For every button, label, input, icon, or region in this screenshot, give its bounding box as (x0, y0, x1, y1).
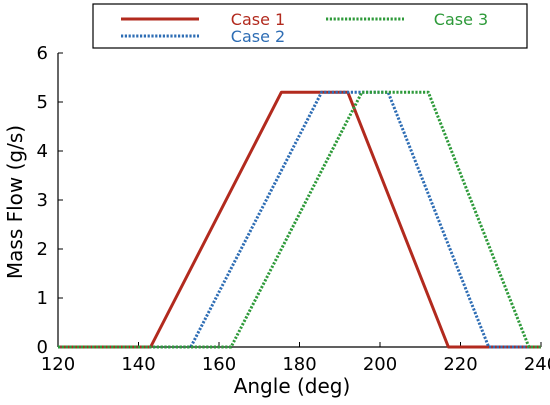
y-tick-label: 6 (37, 43, 48, 64)
y-tick-label: 3 (37, 190, 48, 211)
legend-label-case-2: Case 2 (231, 27, 285, 46)
y-tick-label: 2 (37, 239, 48, 260)
series-line-case-2 (58, 90, 541, 349)
x-tick-label: 140 (121, 354, 155, 375)
x-tick-label: 120 (41, 354, 75, 375)
y-tick-label: 0 (37, 337, 48, 358)
y-tick-label: 5 (37, 92, 48, 113)
legend-box (92, 3, 528, 49)
y-axis-label: Mass Flow (g/s) (3, 125, 27, 279)
series-layer (58, 90, 541, 349)
x-tick-label: 240 (524, 354, 550, 375)
x-tick-label: 200 (363, 354, 397, 375)
y-tick-label: 1 (37, 288, 48, 309)
series-line-case-3 (58, 90, 541, 349)
legend-label-case-3: Case 3 (434, 10, 488, 29)
x-tick-label: 160 (202, 354, 236, 375)
x-tick-label: 220 (443, 354, 477, 375)
series-line-case-1 (58, 90, 541, 349)
x-axis-label: Angle (deg) (234, 374, 351, 398)
legend-label-case-1: Case 1 (231, 10, 285, 29)
y-tick-label: 4 (37, 141, 48, 162)
x-tick-label: 180 (282, 354, 316, 375)
